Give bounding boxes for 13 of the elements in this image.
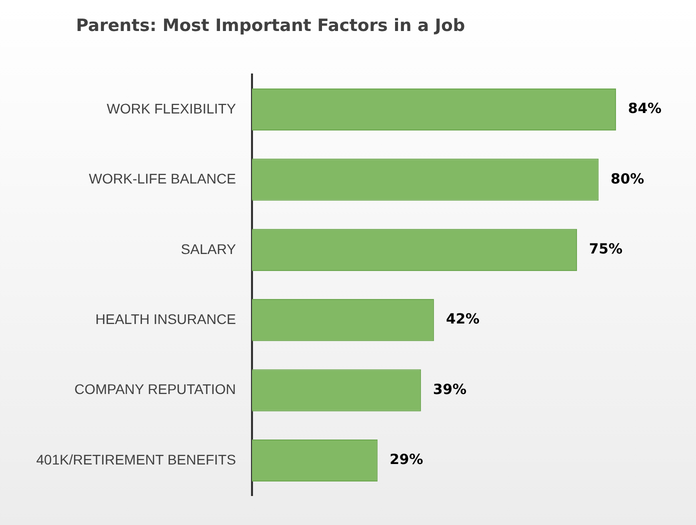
data-label: 29%	[390, 452, 424, 468]
y-tick-label: HEALTH INSURANCE	[95, 310, 236, 327]
data-label: 39%	[432, 382, 466, 398]
y-tick-label: COMPANY REPUTATION	[74, 381, 236, 398]
data-label: 75%	[588, 242, 623, 258]
y-tick-label: WORK FLEXIBILITY	[106, 100, 237, 116]
y-tick-label: WORK-LIFE BALANCE	[88, 170, 236, 187]
data-label: 84%	[628, 101, 662, 118]
data-label: 42%	[446, 312, 480, 328]
y-tick-label: SALARY	[180, 240, 237, 257]
data-label: 80%	[610, 171, 644, 188]
y-tick-label: 401K/RETIREMENT BENEFITS	[36, 451, 236, 468]
chart-title: Parents: Most Important Factors in a Job	[76, 16, 466, 36]
